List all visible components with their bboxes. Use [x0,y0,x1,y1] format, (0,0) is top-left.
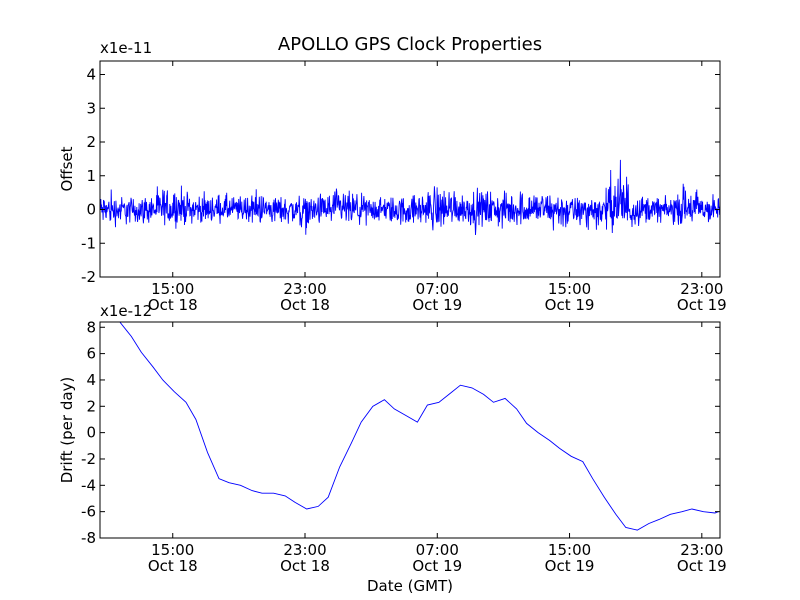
offset-xtick-time-label: 15:00 [548,280,591,298]
offset-ytick-label: 1 [86,167,96,185]
drift-y-axis-label: Drift (per day) [58,377,76,484]
drift-ytick-label: -8 [81,529,96,547]
drift-xtick-time-label: 23:00 [283,541,326,559]
offset-xtick-time-label: 07:00 [416,280,459,298]
figure-title: APOLLO GPS Clock Properties [278,34,542,55]
offset-y-axis-label: Offset [58,146,76,191]
offset-exponent-label: x1e-11 [100,39,152,57]
offset-ytick-label: 3 [86,99,96,117]
drift-exponent-label: x1e-12 [100,302,152,320]
offset-ytick-label: -1 [81,234,96,252]
offset-xtick-date-label: Oct 18 [280,296,330,314]
drift-xtick-time-label: 15:00 [151,541,194,559]
offset-xtick-date-label: Oct 19 [412,296,462,314]
offset-xtick-date-label: Oct 19 [677,296,727,314]
offset-xtick-time-label: 23:00 [283,280,326,298]
drift-ytick-label: 2 [86,397,96,415]
drift-ytick-label: 8 [86,318,96,336]
offset-xtick-date-label: Oct 18 [148,296,198,314]
drift-xtick-time-label: 23:00 [680,541,723,559]
offset-ytick-label: -2 [81,268,96,286]
drift-ytick-label: -6 [81,503,96,521]
drift-xtick-date-label: Oct 18 [280,557,330,575]
drift-series-line [119,322,719,531]
drift-ytick-label: 0 [86,424,96,442]
offset-y-ticks: -2 -1 0 1 2 3 4 [81,66,720,286]
drift-xtick-date-label: Oct 18 [148,557,198,575]
drift-xtick-date-label: Oct 19 [412,557,462,575]
offset-ytick-label: 0 [86,201,96,219]
drift-ytick-label: 4 [86,371,96,389]
drift-ytick-label: -2 [81,450,96,468]
drift-xtick-time-label: 07:00 [416,541,459,559]
offset-xtick-date-label: Oct 19 [545,296,595,314]
drift-xtick-time-label: 15:00 [548,541,591,559]
offset-axes-frame [99,60,721,278]
offset-xtick-time-label: 23:00 [680,280,723,298]
drift-y-ticks: -8 -6 -4 -2 0 2 4 6 8 [81,318,720,547]
drift-axes-frame [99,321,721,539]
drift-xtick-date-label: Oct 19 [677,557,727,575]
drift-ytick-label: 6 [86,345,96,363]
drift-ytick-label: -4 [81,476,96,494]
offset-xtick-time-label: 15:00 [151,280,194,298]
drift-xtick-date-label: Oct 19 [545,557,595,575]
offset-ytick-label: 4 [86,66,96,84]
drift-series-group [119,322,719,531]
offset-ytick-label: 2 [86,133,96,151]
x-axis-label: Date (GMT) [367,577,453,595]
offset-series-line [100,159,720,236]
offset-series-group [100,159,720,236]
